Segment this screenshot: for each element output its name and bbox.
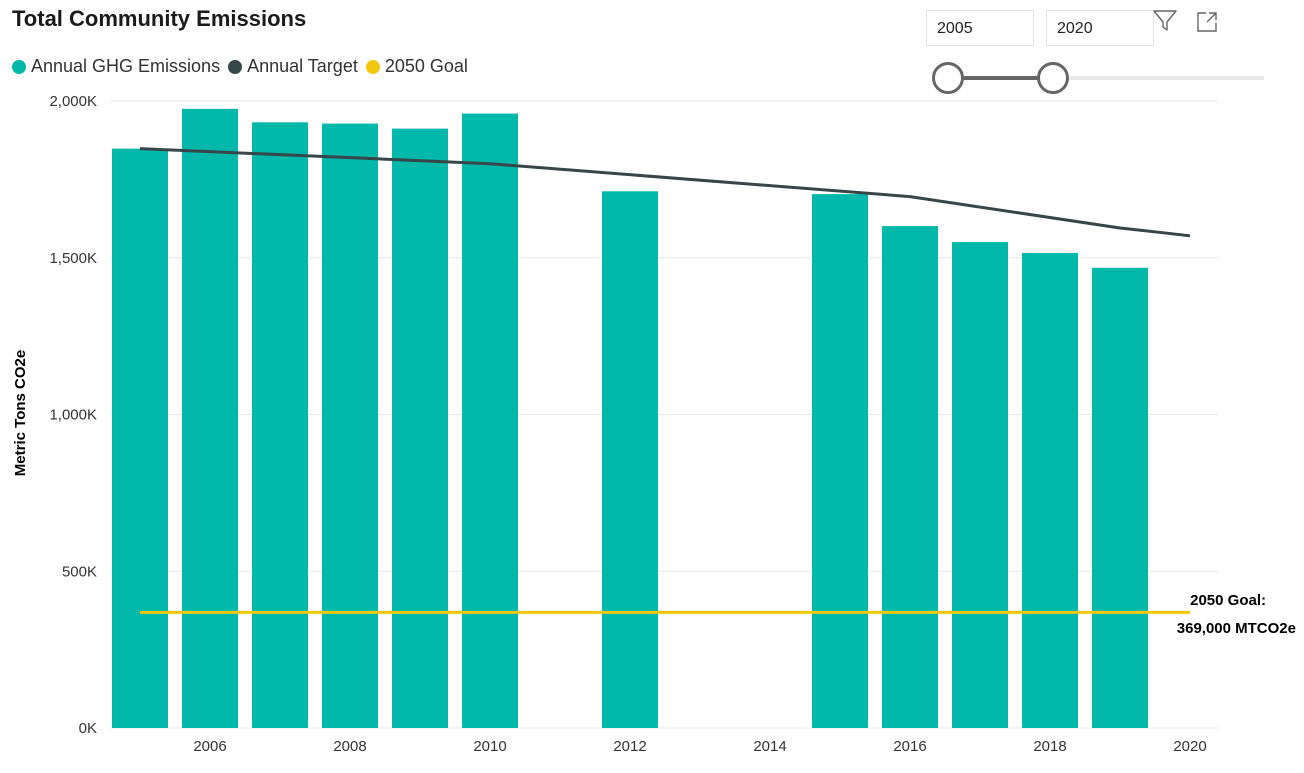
legend-label-goal: 2050 Goal — [384, 56, 468, 76]
y-tick-label: 500K — [62, 563, 97, 580]
annual-target-line — [139, 147, 1191, 238]
chart-legend: Annual GHG Emissions Annual Target 2050 … — [12, 56, 476, 77]
y-tick-label: 0K — [79, 720, 97, 737]
y-tick-label: 2,000K — [49, 93, 97, 110]
bar-2016 — [882, 226, 938, 729]
y-axis-title: Metric Tons CO2e — [12, 350, 29, 476]
bar-2006 — [182, 108, 238, 728]
chart-title: Total Community Emissions — [12, 6, 307, 31]
legend-marker-goal — [365, 59, 380, 74]
legend-label-target: Annual Target — [247, 56, 358, 76]
bar-2005 — [112, 148, 168, 729]
bar-2012 — [602, 191, 658, 729]
x-tick-label: 2020 — [1173, 738, 1206, 755]
slider-start-handle[interactable] — [932, 62, 964, 94]
legend-item-goal[interactable]: 2050 Goal — [365, 56, 468, 77]
y-axis: 0K 500K 1,000K 1,500K 2,000K — [49, 93, 97, 737]
bar-2015 — [812, 194, 868, 728]
legend-item-emissions[interactable]: Annual GHG Emissions — [12, 56, 220, 77]
y-tick-label: 1,500K — [49, 250, 97, 267]
focus-mode-icon[interactable] — [1196, 11, 1218, 38]
x-tick-label: 2014 — [753, 738, 786, 755]
filter-icon[interactable] — [1152, 9, 1178, 38]
x-tick-label: 2008 — [333, 738, 366, 755]
line-series — [139, 147, 1191, 614]
legend-marker-target — [228, 59, 243, 74]
goal-annotation-line2: 369,000 MTCO2e — [1177, 620, 1296, 637]
legend-label-emissions: Annual GHG Emissions — [31, 56, 221, 76]
bar-2008 — [322, 123, 378, 728]
x-tick-label: 2012 — [613, 738, 646, 755]
goal-annotation-line1: 2050 Goal: — [1190, 592, 1266, 609]
x-tick-label: 2018 — [1033, 738, 1066, 755]
slicer-start-input[interactable]: 2005 — [926, 10, 1034, 46]
bar-2017 — [952, 242, 1008, 728]
slider-selected-range — [950, 76, 1055, 80]
bar-series — [112, 108, 1148, 729]
x-tick-label: 2016 — [893, 738, 926, 755]
bar-2018 — [1022, 253, 1078, 729]
slider-track[interactable] — [950, 76, 1264, 80]
legend-marker-emissions — [12, 59, 26, 74]
x-axis: 2006 2008 2010 2012 2014 2016 2018 2020 — [193, 738, 1206, 755]
x-tick-label: 2006 — [193, 738, 226, 755]
bar-2010 — [462, 113, 518, 729]
slicer-end-input[interactable]: 2020 — [1046, 10, 1154, 46]
legend-item-target[interactable]: Annual Target — [228, 56, 358, 77]
y-tick-label: 1,000K — [49, 407, 97, 424]
bar-2019 — [1092, 267, 1148, 728]
slider-end-handle[interactable] — [1037, 62, 1069, 94]
bar-2009 — [392, 128, 448, 728]
bar-2007 — [252, 122, 308, 729]
x-tick-label: 2010 — [473, 738, 506, 755]
